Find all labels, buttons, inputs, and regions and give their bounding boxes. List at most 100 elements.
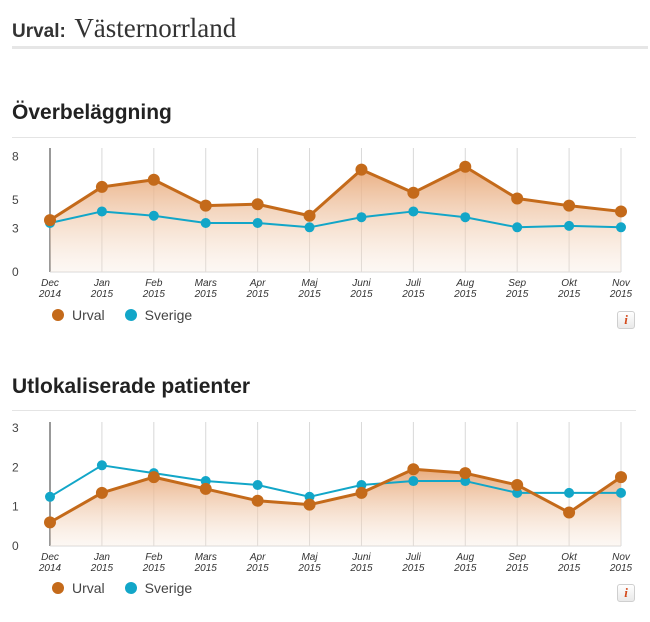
data-point-urval — [251, 494, 264, 507]
x-tick-label: Apr — [249, 278, 266, 289]
series-line-urval — [49, 467, 622, 524]
chart-legend-overbelaggning: Urval Sverige — [52, 307, 212, 323]
chart-overbelaggning: 0358Dec2014Jan2015Feb2015Mars2015Apr2015… — [12, 148, 633, 300]
x-tick-label: Apr — [249, 552, 266, 563]
data-point-urval — [44, 516, 56, 529]
y-tick-label: 2 — [12, 460, 19, 474]
data-point-urval — [251, 198, 264, 211]
x-tick-label: Feb — [145, 552, 163, 563]
x-tick-label: 2015 — [297, 289, 321, 300]
y-tick-label: 0 — [12, 265, 19, 279]
data-point-urval — [95, 180, 108, 193]
legend-swatch-urval — [52, 582, 64, 594]
x-tick-label: 2015 — [453, 289, 477, 300]
x-tick-label: 2015 — [505, 289, 529, 300]
data-point-urval — [147, 173, 160, 186]
x-tick-label: 2015 — [401, 289, 425, 300]
x-tick-label: Sep — [508, 552, 526, 563]
x-tick-label: Feb — [145, 278, 163, 289]
data-point-urval — [615, 471, 627, 484]
data-point-sverige — [408, 476, 419, 487]
x-tick-label: Jan — [93, 278, 111, 289]
x-tick-label: Nov — [612, 278, 631, 289]
x-tick-label: Mars — [195, 278, 217, 289]
y-tick-label: 5 — [12, 193, 19, 207]
x-tick-label: 2015 — [90, 563, 114, 574]
info-button-utlokaliserade[interactable]: i — [617, 584, 635, 602]
data-point-urval — [459, 160, 472, 173]
x-tick-label: 2015 — [557, 289, 581, 300]
data-point-urval — [199, 482, 212, 495]
x-tick-label: Maj — [301, 278, 318, 289]
x-tick-label: Aug — [455, 552, 474, 563]
legend-swatch-urval — [52, 309, 64, 321]
x-tick-label: 2015 — [505, 563, 529, 574]
x-tick-label: 2014 — [38, 289, 62, 300]
y-tick-label: 3 — [12, 421, 19, 435]
x-tick-label: 2015 — [90, 289, 114, 300]
chart-title-overbelaggning: Överbeläggning — [12, 101, 172, 124]
legend-item-sverige[interactable]: Sverige — [124, 307, 193, 323]
x-tick-label: Jan — [93, 552, 111, 563]
data-point-urval — [407, 186, 420, 199]
data-point-sverige — [616, 487, 626, 498]
title-divider — [12, 410, 636, 411]
x-tick-label: Nov — [612, 552, 631, 563]
data-point-sverige — [252, 479, 263, 490]
x-tick-label: Okt — [561, 278, 578, 289]
y-tick-label: 3 — [12, 222, 19, 236]
series-area-urval — [50, 469, 621, 546]
data-point-sverige — [564, 487, 575, 498]
x-tick-label: 2015 — [453, 563, 477, 574]
data-point-sverige — [304, 222, 315, 233]
x-tick-label: 2015 — [142, 563, 166, 574]
x-tick-label: 2015 — [401, 563, 425, 574]
selection-label: Urval: — [12, 21, 66, 42]
data-point-sverige — [512, 222, 523, 233]
data-point-urval — [355, 486, 368, 499]
legend-item-urval[interactable]: Urval — [52, 580, 105, 596]
x-tick-label: 2015 — [609, 563, 633, 574]
x-tick-label: Sep — [508, 278, 526, 289]
x-tick-label: 2015 — [194, 563, 218, 574]
data-point-urval — [147, 471, 160, 484]
series-line-urval — [49, 165, 622, 222]
data-point-urval — [44, 214, 56, 227]
x-tick-label: Dec — [41, 552, 59, 563]
data-point-urval — [459, 467, 472, 480]
title-divider — [12, 137, 636, 138]
x-tick-label: Aug — [455, 278, 474, 289]
series-line-sverige — [49, 464, 621, 498]
legend-item-urval[interactable]: Urval — [52, 307, 105, 323]
series-line-sverige — [49, 210, 622, 229]
data-point-sverige — [356, 212, 367, 223]
y-tick-label: 0 — [12, 539, 19, 553]
x-tick-label: Juli — [405, 552, 422, 563]
data-point-urval — [615, 205, 627, 218]
legend-item-sverige[interactable]: Sverige — [124, 580, 193, 596]
chart-title-utlokaliserade: Utlokaliserade patienter — [12, 375, 251, 398]
x-tick-label: 2015 — [349, 563, 373, 574]
info-button-overbelaggning[interactable]: i — [617, 311, 635, 329]
x-tick-label: 2015 — [297, 563, 321, 574]
data-point-sverige — [460, 212, 471, 223]
legend-swatch-sverige — [124, 582, 137, 594]
data-point-sverige — [408, 206, 419, 217]
data-point-urval — [511, 478, 524, 491]
data-point-urval — [511, 192, 524, 205]
data-point-sverige — [616, 222, 626, 233]
legend-label-sverige: Sverige — [144, 307, 193, 323]
x-tick-label: Juni — [351, 552, 371, 563]
data-point-urval — [563, 199, 576, 212]
data-point-sverige — [252, 217, 263, 228]
data-point-urval — [355, 163, 368, 176]
x-tick-label: Maj — [301, 552, 318, 563]
x-tick-label: 2014 — [38, 563, 62, 574]
legend-label-sverige: Sverige — [144, 580, 193, 596]
x-tick-label: 2015 — [194, 289, 218, 300]
data-point-sverige — [45, 491, 55, 502]
x-tick-label: Juli — [405, 278, 422, 289]
data-point-sverige — [96, 460, 107, 471]
x-tick-label: Okt — [561, 552, 578, 563]
data-point-sverige — [148, 210, 159, 221]
